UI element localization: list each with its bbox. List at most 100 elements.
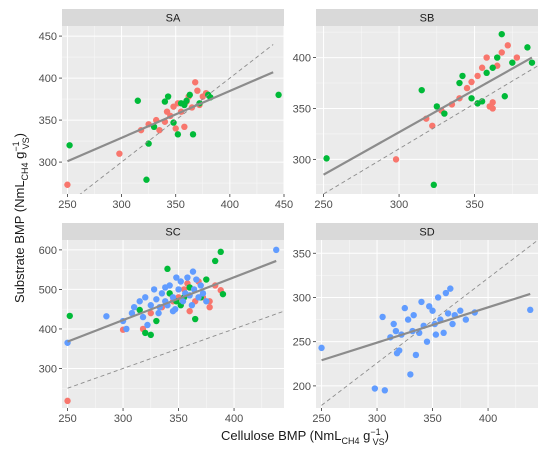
- y-tick-label: 300: [293, 154, 311, 166]
- y-axis-title-suffix: ): [12, 133, 27, 137]
- data-point-blue: [189, 268, 197, 275]
- facet-strip-sc: [62, 223, 284, 240]
- data-point-blue: [447, 285, 454, 292]
- panel-background-sa: [62, 26, 284, 194]
- data-point-red: [498, 49, 505, 56]
- x-axis-title-sup: −1: [370, 427, 380, 437]
- data-point-green: [142, 329, 149, 337]
- data-point-blue: [193, 276, 200, 283]
- data-point-red: [64, 181, 71, 188]
- y-tick-label: 300: [39, 157, 57, 169]
- x-axis-title-suffix: ): [385, 428, 389, 443]
- facet-strip-label-sa: SA: [166, 13, 181, 25]
- y-tick-label: 450: [39, 31, 57, 43]
- data-point-blue: [188, 302, 196, 309]
- x-axis-title-sub3: VS: [373, 437, 385, 447]
- x-tick-label: 350: [423, 413, 441, 425]
- data-point-green: [433, 103, 441, 110]
- y-axis-title-sub1: CH: [20, 167, 30, 180]
- data-point-blue: [169, 307, 177, 315]
- data-point-blue: [418, 298, 425, 306]
- data-point-blue: [449, 320, 456, 328]
- data-point-blue: [404, 316, 412, 323]
- y-tick-label: 500: [39, 284, 57, 296]
- data-point-red: [463, 84, 471, 92]
- facet-strip-sd: [316, 223, 538, 240]
- y-tick-label: 350: [293, 248, 311, 260]
- x-tick-label: 300: [112, 199, 130, 211]
- data-point-blue: [410, 311, 417, 319]
- data-point-blue: [155, 309, 162, 317]
- data-point-green: [430, 181, 437, 189]
- x-tick-label: 300: [390, 199, 408, 211]
- facet-panel-sc: SC 250 300 350 400 300 400 500 600: [39, 223, 284, 425]
- data-point-blue: [416, 329, 423, 337]
- data-point-red: [468, 78, 475, 86]
- panel-marks-sa: [64, 44, 282, 194]
- facet-panel-sa: SA 250 300 350 400 450 300 350 400 450: [39, 9, 293, 211]
- data-point-blue: [158, 290, 166, 297]
- data-point-green: [161, 98, 169, 105]
- x-tick-label: 250: [58, 413, 76, 425]
- data-point-green: [174, 131, 182, 138]
- data-point-blue: [203, 298, 210, 305]
- x-tick-label: 250: [314, 199, 332, 211]
- data-point-red: [192, 79, 199, 86]
- data-point-blue: [392, 327, 400, 335]
- panel-marks-sb: [323, 30, 538, 194]
- y-tick-label: 300: [39, 363, 57, 375]
- data-point-blue: [184, 274, 191, 281]
- x-tick-label: 450: [275, 199, 293, 211]
- data-point-green: [164, 265, 171, 273]
- data-point-green: [323, 155, 330, 162]
- data-point-blue: [318, 344, 325, 352]
- data-point-green: [275, 91, 282, 99]
- facet-strip-label-sc: SC: [165, 227, 180, 239]
- data-point-green: [211, 257, 219, 265]
- data-point-green: [468, 95, 475, 102]
- data-point-blue: [457, 307, 464, 314]
- data-point-blue: [434, 294, 442, 301]
- data-point-red: [181, 123, 188, 130]
- data-point-blue: [142, 294, 149, 301]
- data-point-blue: [173, 274, 180, 281]
- regression-line: [66, 71, 274, 163]
- y-tick-label: 350: [293, 103, 311, 115]
- data-point-blue: [442, 289, 450, 297]
- data-point-red: [64, 397, 71, 405]
- identity-line: [67, 310, 284, 389]
- data-point-blue: [440, 329, 447, 337]
- data-point-blue: [273, 246, 280, 254]
- data-point-green: [528, 59, 536, 66]
- y-tick-label: 400: [39, 73, 57, 85]
- data-point-blue: [177, 278, 184, 285]
- data-point-green: [219, 290, 227, 298]
- data-point-blue: [144, 321, 151, 329]
- y-axis-title-mid: g: [12, 152, 27, 163]
- data-point-green: [134, 97, 142, 104]
- data-point-green: [441, 110, 448, 117]
- data-point-red: [489, 105, 496, 112]
- data-point-blue: [175, 286, 182, 293]
- facet-strip-sa: [62, 9, 284, 26]
- panel-grid-sb: [316, 26, 538, 194]
- data-point-green: [136, 306, 143, 314]
- x-tick-label: 300: [114, 413, 132, 425]
- y-tick-label: 250: [293, 337, 311, 349]
- data-point-green: [498, 30, 505, 38]
- data-point-red: [147, 309, 154, 317]
- x-tick-label: 350: [169, 413, 187, 425]
- data-point-green: [509, 59, 516, 66]
- data-point-blue: [130, 304, 138, 311]
- data-point-blue: [381, 387, 389, 394]
- data-point-green: [203, 276, 210, 283]
- identity-line: [79, 44, 274, 194]
- data-point-blue: [432, 331, 440, 338]
- data-point-blue: [444, 310, 452, 317]
- data-point-red: [163, 108, 171, 115]
- data-point-red: [483, 54, 490, 61]
- data-point-blue: [527, 306, 534, 314]
- data-point-red: [429, 122, 436, 129]
- y-axis-title-sub2: 4: [20, 162, 30, 167]
